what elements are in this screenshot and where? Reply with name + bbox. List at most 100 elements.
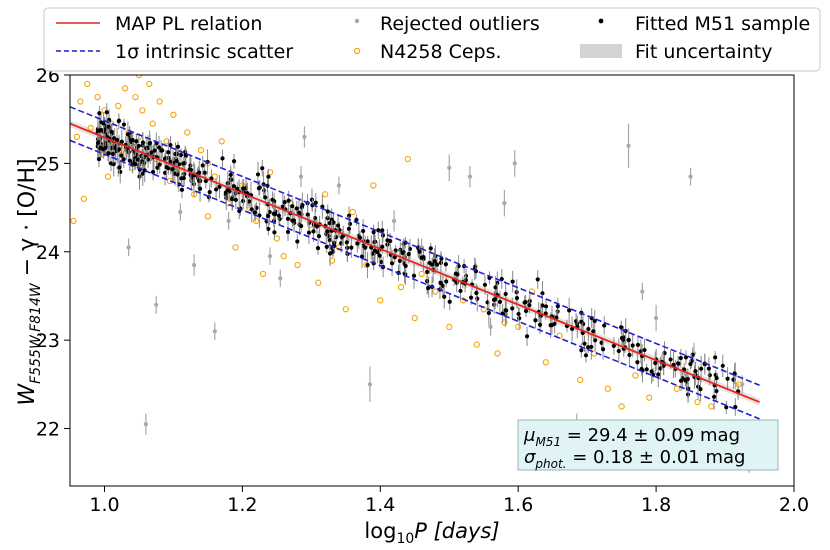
fitted-point: [349, 237, 354, 258]
fitted-marker: [455, 272, 460, 277]
fitted-marker: [678, 355, 683, 361]
fitted-marker: [678, 378, 684, 383]
fitted-marker: [162, 170, 168, 175]
legend: MAP PL relation Rejected outliers Fitted…: [43, 7, 821, 72]
fitted-marker: [314, 224, 320, 229]
fitted-point: [314, 218, 320, 235]
fitted-point: [266, 209, 271, 223]
fitted-marker: [229, 177, 234, 183]
fitted-point: [149, 144, 154, 161]
fitted-point: [656, 361, 661, 388]
x-tick-label: 1.2: [227, 494, 257, 516]
fitted-marker: [203, 178, 208, 184]
fitted-point: [299, 219, 304, 233]
fitted-point: [119, 129, 124, 154]
fitted-marker: [121, 157, 126, 162]
fitted-marker: [533, 318, 538, 323]
fitted-marker: [365, 262, 370, 268]
fitted-marker: [389, 261, 395, 266]
fitted-marker: [286, 198, 291, 203]
fitted-marker: [149, 150, 154, 155]
n4258-point: [321, 191, 329, 198]
fitted-marker: [217, 184, 222, 189]
fitted-marker: [627, 352, 632, 358]
fitted-point: [160, 143, 165, 158]
fitted-point: [533, 312, 538, 329]
outlier-marker: [143, 422, 148, 427]
scatter-lower-line: [70, 139, 760, 420]
fitted-point: [170, 158, 175, 181]
y-tick-label: 23: [36, 330, 60, 352]
fitted-marker: [365, 239, 370, 244]
fitted-marker: [101, 121, 106, 126]
outlier-point: [336, 176, 342, 195]
fitted-marker: [316, 234, 322, 239]
fitted-point: [354, 214, 359, 226]
fitted-marker: [619, 336, 625, 341]
fitted-point: [300, 192, 305, 218]
fitted-marker: [586, 345, 591, 350]
fitted-point: [630, 333, 635, 358]
fitted-marker: [630, 343, 635, 348]
outlier-marker: [278, 276, 283, 281]
fitted-point: [397, 248, 402, 274]
fitted-marker: [309, 197, 315, 202]
fitted-marker: [225, 188, 231, 193]
outlier-point: [298, 166, 304, 188]
fitted-marker: [96, 157, 102, 162]
fitted-point: [438, 251, 444, 275]
outlier-point: [278, 269, 283, 288]
fitted-marker: [160, 148, 165, 153]
fitted-marker: [707, 373, 712, 378]
n4258-point: [315, 279, 322, 286]
fitted-point: [178, 148, 184, 162]
fitted-point: [582, 335, 587, 352]
n4258-point: [632, 372, 639, 379]
fitted-marker: [380, 244, 385, 249]
annotation-sigma: σphot. = 0.18 ± 0.01 mag: [524, 447, 745, 471]
fitted-point: [103, 140, 108, 156]
outlier-point: [688, 167, 693, 186]
fitted-point: [127, 150, 132, 171]
fitted-marker: [179, 176, 184, 181]
fitted-marker: [438, 280, 443, 286]
fitted-point: [425, 261, 430, 282]
n4258-point: [432, 288, 439, 295]
fitted-marker: [540, 291, 545, 296]
fitted-marker: [233, 197, 238, 203]
fitted-point: [380, 220, 385, 240]
fitted-marker: [220, 156, 225, 161]
fitted-marker: [380, 228, 385, 233]
fitted-marker: [109, 129, 114, 134]
fitted-point: [411, 262, 417, 289]
n4258-point: [70, 217, 77, 224]
fitted-marker: [175, 172, 180, 177]
fitted-marker: [699, 366, 704, 371]
fitted-point: [225, 180, 231, 201]
fitted-marker: [523, 308, 529, 314]
fitted-marker: [324, 244, 329, 250]
fitted-m51-series: [95, 103, 741, 417]
fitted-point: [220, 149, 225, 168]
fitted-marker: [241, 186, 246, 191]
fitted-point: [713, 351, 718, 364]
fitted-point: [444, 275, 449, 288]
fitted-point: [626, 331, 631, 348]
fitted-point: [357, 231, 363, 245]
fitted-marker: [517, 316, 522, 321]
legend-box: [43, 7, 821, 72]
n4258-point: [446, 323, 453, 331]
fitted-point: [486, 300, 491, 326]
x-tick-label: 1.0: [89, 494, 119, 516]
fitted-point: [95, 134, 101, 152]
outlier-marker: [653, 315, 659, 321]
fitted-point: [152, 142, 157, 159]
n4258-point: [149, 120, 156, 127]
fitted-marker: [417, 249, 422, 254]
legend-label-uncertainty: Fit uncertainty: [635, 41, 772, 63]
fitted-point: [417, 244, 422, 259]
outlier-marker: [336, 183, 342, 188]
fitted-marker: [516, 311, 521, 317]
fitted-marker: [181, 161, 186, 166]
fitted-point: [389, 250, 395, 277]
